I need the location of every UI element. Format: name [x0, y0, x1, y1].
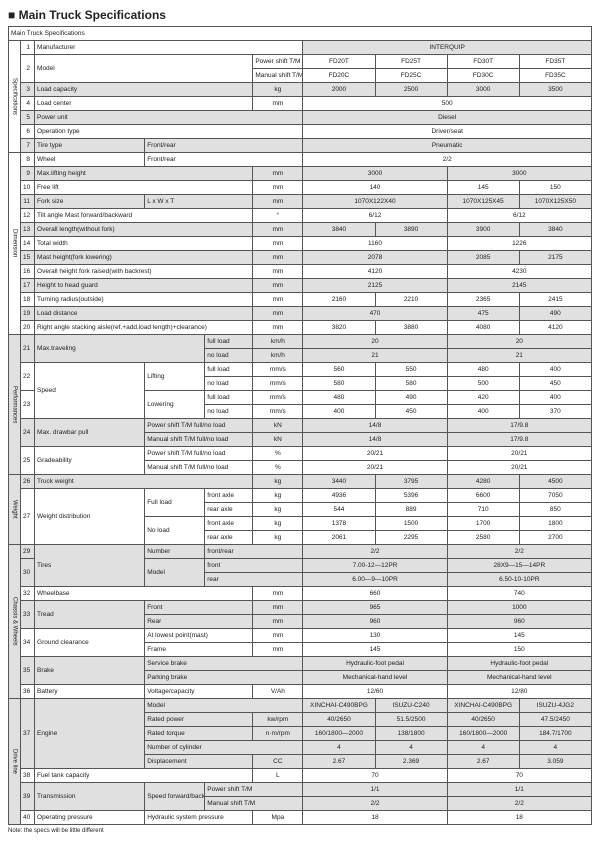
section-weight: Weight [9, 475, 21, 545]
section-drive: Drive line [9, 699, 21, 825]
row-label: Manufacturer [35, 41, 303, 55]
interquip-header: INTERQUIP [303, 41, 592, 55]
row-num: 1 [21, 41, 35, 55]
section-perf: Performances [9, 335, 21, 475]
section-dim: Dimension [9, 153, 21, 335]
section-spec: Specifications [9, 41, 21, 153]
page-title: Main Truck Specifications [8, 8, 592, 22]
table-caption: Main Truck Specifications [9, 27, 592, 41]
spec-table: Main Truck Specifications Specifications… [8, 26, 592, 825]
footnote: Note: the specs will be little different [8, 828, 592, 834]
col-sub: Power shift T/M [253, 55, 303, 69]
section-chassis: Chassis & Wheels [9, 545, 21, 699]
